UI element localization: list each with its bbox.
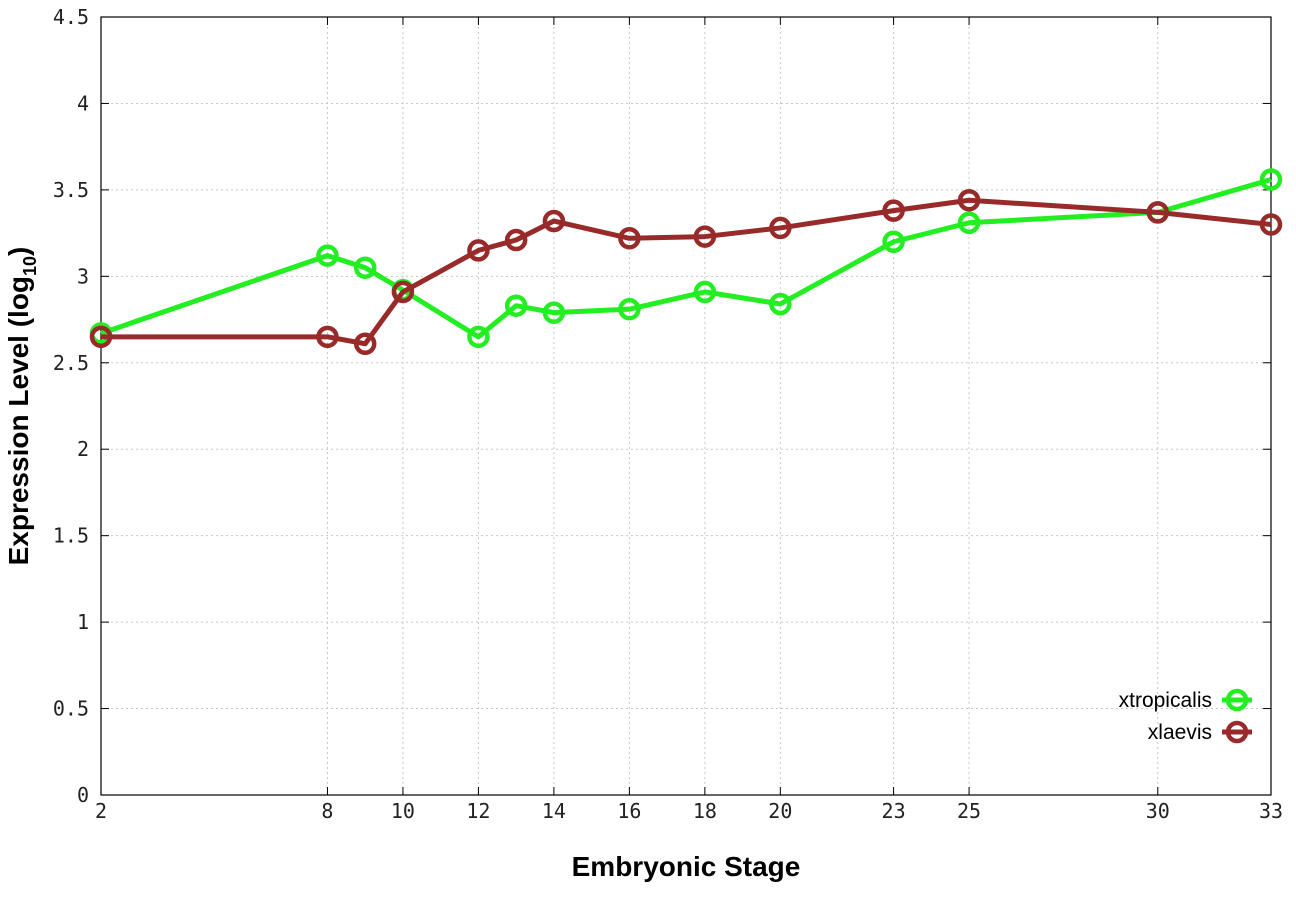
y-tick-label: 4 <box>77 91 89 115</box>
legend-label-xlaevis: xlaevis <box>1148 721 1212 744</box>
legend-marker-xlaevis <box>1225 720 1249 744</box>
plot-frame <box>100 16 1272 796</box>
y-axis-title-main: Expression Level (log <box>3 276 34 565</box>
x-tick-label: 2 <box>95 799 107 823</box>
data-point-xtropicalis <box>882 230 905 254</box>
data-point-xtropicalis <box>693 280 717 304</box>
x-tick-label: 10 <box>391 799 415 823</box>
data-point-xlaevis <box>693 225 717 248</box>
data-point-xtropicalis <box>467 325 490 349</box>
data-point-xlaevis <box>542 209 566 233</box>
x-tick-label: 16 <box>617 799 641 823</box>
data-point-xlaevis <box>467 239 490 262</box>
x-tick-label: 14 <box>542 799 566 823</box>
y-axis-title-subscript: 10 <box>20 256 40 276</box>
y-tick-label: 2 <box>77 437 89 461</box>
data-point-xtropicalis <box>1259 168 1283 191</box>
y-tick-label: 2.5 <box>53 351 89 375</box>
x-tick-label: 33 <box>1259 799 1283 823</box>
y-axis-title: Expression Level (log10) <box>3 247 40 566</box>
data-point-xtropicalis <box>316 244 339 267</box>
y-axis-title-suffix: ) <box>3 247 34 256</box>
legend-marker-xtropicalis <box>1225 688 1249 712</box>
data-point-xtropicalis <box>504 294 528 317</box>
data-point-xlaevis <box>957 189 981 212</box>
x-tick-label: 8 <box>321 799 333 823</box>
x-axis-title: Embryonic Stage <box>572 851 801 882</box>
series-xlaevis <box>89 189 1283 356</box>
y-tick-label: 3 <box>77 264 89 288</box>
data-point-xlaevis <box>89 325 113 349</box>
y-tick-label: 0.5 <box>53 697 89 721</box>
grid <box>101 17 1271 795</box>
data-point-xlaevis <box>316 325 339 349</box>
y-tick-label: 1.5 <box>53 524 89 548</box>
x-tick-label: 25 <box>957 799 981 823</box>
data-point-xtropicalis <box>769 292 792 316</box>
y-tick-label: 0 <box>77 783 89 807</box>
x-tick-label: 30 <box>1146 799 1170 823</box>
x-tick-label: 12 <box>466 799 490 823</box>
x-tick-label: 20 <box>768 799 792 823</box>
legend-label-xtropicalis: xtropicalis <box>1119 689 1212 712</box>
legend: xtropicalis xlaevis <box>1119 688 1252 744</box>
data-point-xlaevis <box>353 332 377 356</box>
data-point-xtropicalis <box>618 297 641 321</box>
data-point-xlaevis <box>1259 213 1283 236</box>
data-point-xtropicalis <box>542 301 566 324</box>
y-tick-label: 1 <box>77 610 89 634</box>
x-tick-label: 23 <box>882 799 906 823</box>
series-line-xtropicalis <box>100 177 1272 340</box>
data-point-xlaevis <box>391 280 415 304</box>
axis-ticks: 2 8 10 12 14 16 18 20 23 25 30 33 0 0.5 1 1.5 2 2.5 3 3.5 4 4… <box>53 5 1283 823</box>
data-point-xtropicalis <box>957 211 981 234</box>
data-point-xlaevis <box>504 228 528 252</box>
x-tick-label: 18 <box>693 799 717 823</box>
series-xtropicalis <box>89 168 1283 349</box>
data-point-xlaevis <box>618 227 641 250</box>
data-point-xlaevis <box>769 216 792 240</box>
data-point-xlaevis <box>882 199 905 222</box>
y-tick-label: 3.5 <box>53 178 89 202</box>
data-point-xtropicalis <box>353 256 377 279</box>
series-layer <box>89 168 1283 356</box>
y-tick-label: 4.5 <box>53 5 89 29</box>
data-point-xlaevis <box>1146 201 1170 224</box>
